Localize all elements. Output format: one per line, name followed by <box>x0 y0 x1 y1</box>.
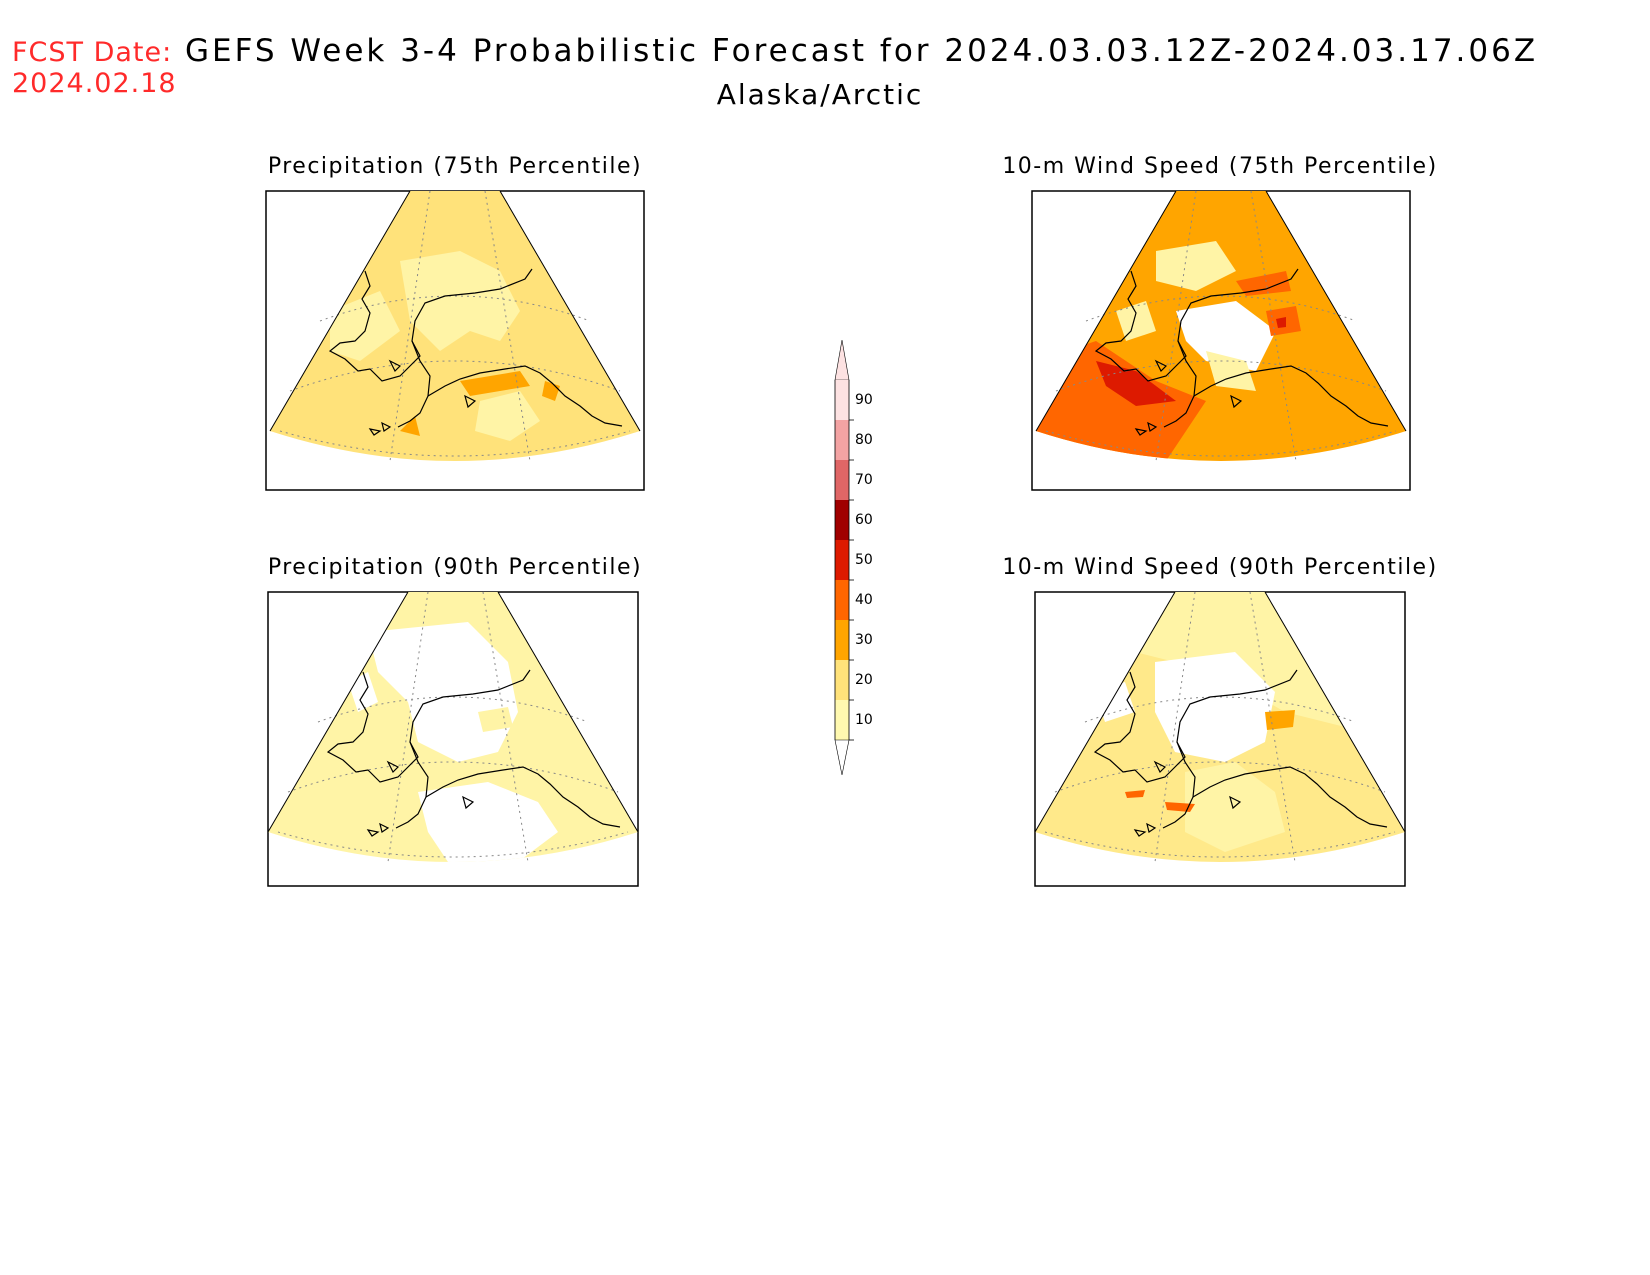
colorbar-swatch <box>835 580 849 620</box>
colorbar-swatch <box>835 380 849 420</box>
colorbar-swatch <box>835 700 849 740</box>
panel-title-precip-90: Precipitation (90th Percentile) <box>268 555 642 580</box>
map-panel-precip-90 <box>267 591 639 887</box>
panel-title-wind-90: 10-m Wind Speed (90th Percentile) <box>1002 555 1437 580</box>
map-panel-wind-75 <box>1031 190 1411 491</box>
fcst-date-label: FCST Date: <box>12 37 172 68</box>
colorbar-legend: 90 80 70 60 50 40 30 20 10 <box>834 339 873 776</box>
colorbar-tick-label: 80 <box>855 432 873 448</box>
colorbar-swatch <box>835 660 849 700</box>
colorbar-swatch <box>835 540 849 580</box>
page-title: GEFS Week 3-4 Probabilistic Forecast for… <box>185 33 1538 69</box>
panel-title-precip-75: Precipitation (75th Percentile) <box>268 154 642 179</box>
colorbar-swatch <box>835 460 849 500</box>
colorbar-swatch <box>835 500 849 540</box>
colorbar-tick-label: 10 <box>855 712 873 728</box>
colorbar-tick-label: 50 <box>855 552 873 568</box>
colorbar-top-cap <box>834 339 850 381</box>
colorbar-tick-label: 30 <box>855 632 873 648</box>
colorbar-bottom-cap <box>834 739 850 776</box>
fcst-date-value: 2024.02.18 <box>12 68 177 99</box>
colorbar-tick-label: 70 <box>855 472 873 488</box>
colorbar-tick-label: 60 <box>855 512 873 528</box>
colorbar-tick-label: 20 <box>855 672 873 688</box>
colorbar-swatch <box>835 620 849 660</box>
colorbar-swatch <box>835 420 849 460</box>
panel-title-wind-75: 10-m Wind Speed (75th Percentile) <box>1002 154 1437 179</box>
region-subtitle: Alaska/Arctic <box>717 78 924 111</box>
colorbar-tick-label: 40 <box>855 592 873 608</box>
map-panel-wind-90 <box>1034 591 1406 887</box>
colorbar-tick-label: 90 <box>855 392 873 408</box>
map-panel-precip-75 <box>265 190 645 491</box>
